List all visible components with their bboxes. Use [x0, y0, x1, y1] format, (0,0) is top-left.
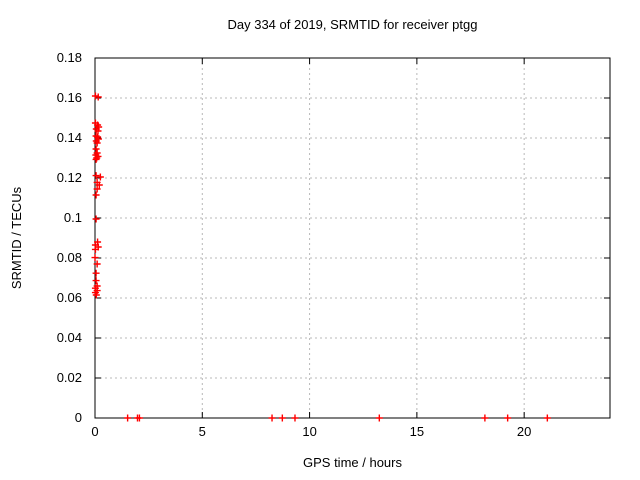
- x-tick-label: 10: [302, 424, 316, 439]
- y-tick-label: 0.18: [57, 50, 82, 65]
- y-tick-label: 0.16: [57, 90, 82, 105]
- data-point-marker: [504, 414, 512, 422]
- data-point-marker: [92, 277, 100, 285]
- y-tick-label: 0.04: [57, 330, 82, 345]
- data-point-marker: [94, 127, 102, 135]
- y-tick-label: 0.12: [57, 170, 82, 185]
- data-point-marker: [96, 173, 104, 181]
- data-point-marker: [92, 145, 100, 153]
- data-point-marker: [543, 414, 551, 422]
- data-point-marker: [375, 414, 383, 422]
- tick-labels: 0 5 10 15 20 0 0.02 0.04 0.06 0.08 0.1 0.12 0.14 0.16…: [57, 50, 532, 439]
- chart-title: Day 334 of 2019, SRMTID for receiver ptg…: [227, 17, 478, 32]
- y-tick-label: 0: [75, 410, 82, 425]
- data-point-marker: [91, 254, 99, 262]
- data-point-marker: [91, 245, 99, 253]
- y-tick-label: 0.14: [57, 130, 82, 145]
- x-tick-label: 0: [91, 424, 98, 439]
- y-tick-label: 0.02: [57, 370, 82, 385]
- data-point-marker: [94, 93, 102, 101]
- data-point-marker: [92, 191, 100, 199]
- data-point-marker: [481, 414, 489, 422]
- data-point-marker: [278, 414, 286, 422]
- x-tick-label: 15: [410, 424, 424, 439]
- y-tick-label: 0.06: [57, 290, 82, 305]
- gridlines: [95, 58, 610, 418]
- data-point-marker: [92, 291, 100, 299]
- data-point-marker: [92, 269, 100, 277]
- data-point-marker: [92, 155, 100, 163]
- y-tick-label: 0.1: [64, 210, 82, 225]
- data-point-marker: [124, 414, 132, 422]
- data-point-marker: [92, 172, 100, 180]
- x-tick-label: 20: [517, 424, 531, 439]
- y-tick-label: 0.08: [57, 250, 82, 265]
- axes: [94, 57, 611, 419]
- data-point-marker: [135, 414, 143, 422]
- data-point-marker: [95, 181, 103, 189]
- data-point-marker: [93, 139, 101, 147]
- data-point-marker: [291, 414, 299, 422]
- data-point-marker: [93, 260, 101, 268]
- data-point-marker: [268, 414, 276, 422]
- x-axis-label: GPS time / hours: [303, 455, 402, 470]
- data-points: [91, 92, 551, 422]
- y-axis-label: SRMTID / TECUs: [9, 186, 24, 290]
- x-tick-label: 5: [199, 424, 206, 439]
- data-point-marker: [93, 185, 101, 193]
- plot-border: [94, 57, 611, 419]
- tick-marks: [94, 57, 610, 419]
- data-point-marker: [92, 215, 100, 223]
